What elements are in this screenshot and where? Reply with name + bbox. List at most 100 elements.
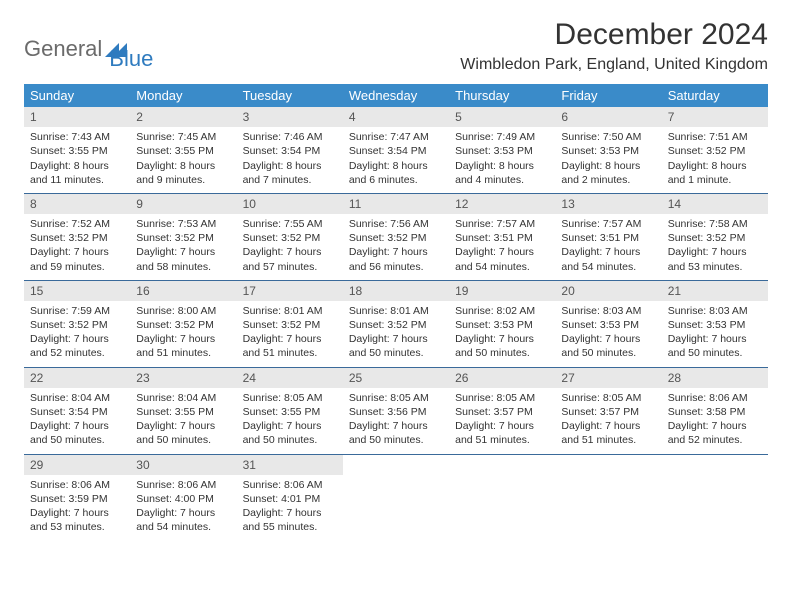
day-content: Sunrise: 8:06 AMSunset: 3:59 PMDaylight:…: [24, 475, 130, 541]
logo: General Blue: [24, 26, 153, 72]
day-content: Sunrise: 8:03 AMSunset: 3:53 PMDaylight:…: [662, 301, 768, 367]
month-title: December 2024: [460, 18, 768, 52]
day-number: 28: [662, 368, 768, 388]
sunset-text: Sunset: 3:52 PM: [349, 231, 443, 245]
day-cell: 22Sunrise: 8:04 AMSunset: 3:54 PMDayligh…: [24, 368, 130, 454]
daylight-text: Daylight: 7 hours and 50 minutes.: [561, 332, 655, 360]
sunrise-text: Sunrise: 7:49 AM: [455, 130, 549, 144]
day-content: Sunrise: 8:01 AMSunset: 3:52 PMDaylight:…: [237, 301, 343, 367]
sunrise-text: Sunrise: 7:59 AM: [30, 304, 124, 318]
day-content: Sunrise: 7:45 AMSunset: 3:55 PMDaylight:…: [130, 127, 236, 193]
sunrise-text: Sunrise: 7:46 AM: [243, 130, 337, 144]
day-number: 1: [24, 107, 130, 127]
daylight-text: Daylight: 7 hours and 50 minutes.: [455, 332, 549, 360]
sunset-text: Sunset: 3:57 PM: [455, 405, 549, 419]
sunset-text: Sunset: 3:52 PM: [668, 144, 762, 158]
sunset-text: Sunset: 3:52 PM: [30, 231, 124, 245]
day-content: Sunrise: 8:00 AMSunset: 3:52 PMDaylight:…: [130, 301, 236, 367]
day-number: 10: [237, 194, 343, 214]
daylight-text: Daylight: 8 hours and 9 minutes.: [136, 159, 230, 187]
sunrise-text: Sunrise: 8:03 AM: [668, 304, 762, 318]
sunset-text: Sunset: 3:54 PM: [243, 144, 337, 158]
day-cell: 23Sunrise: 8:04 AMSunset: 3:55 PMDayligh…: [130, 368, 236, 454]
day-cell: 8Sunrise: 7:52 AMSunset: 3:52 PMDaylight…: [24, 194, 130, 280]
sunrise-text: Sunrise: 7:52 AM: [30, 217, 124, 231]
sunrise-text: Sunrise: 7:50 AM: [561, 130, 655, 144]
day-number: 30: [130, 455, 236, 475]
sunrise-text: Sunrise: 8:05 AM: [349, 391, 443, 405]
daylight-text: Daylight: 7 hours and 56 minutes.: [349, 245, 443, 273]
day-number: 29: [24, 455, 130, 475]
day-content: Sunrise: 7:50 AMSunset: 3:53 PMDaylight:…: [555, 127, 661, 193]
day-cell: 10Sunrise: 7:55 AMSunset: 3:52 PMDayligh…: [237, 194, 343, 280]
day-cell: 15Sunrise: 7:59 AMSunset: 3:52 PMDayligh…: [24, 281, 130, 367]
day-cell: 7Sunrise: 7:51 AMSunset: 3:52 PMDaylight…: [662, 107, 768, 193]
day-content: Sunrise: 7:56 AMSunset: 3:52 PMDaylight:…: [343, 214, 449, 280]
week-row: 1Sunrise: 7:43 AMSunset: 3:55 PMDaylight…: [24, 107, 768, 194]
sunrise-text: Sunrise: 8:04 AM: [30, 391, 124, 405]
day-cell: 30Sunrise: 8:06 AMSunset: 4:00 PMDayligh…: [130, 455, 236, 541]
sunrise-text: Sunrise: 8:06 AM: [243, 478, 337, 492]
sunset-text: Sunset: 3:55 PM: [30, 144, 124, 158]
day-number: 21: [662, 281, 768, 301]
sunrise-text: Sunrise: 8:06 AM: [136, 478, 230, 492]
daylight-text: Daylight: 8 hours and 1 minute.: [668, 159, 762, 187]
header: General Blue December 2024 Wimbledon Par…: [24, 18, 768, 74]
daylight-text: Daylight: 7 hours and 53 minutes.: [30, 506, 124, 534]
daylight-text: Daylight: 8 hours and 7 minutes.: [243, 159, 337, 187]
sunrise-text: Sunrise: 8:03 AM: [561, 304, 655, 318]
day-cell: 28Sunrise: 8:06 AMSunset: 3:58 PMDayligh…: [662, 368, 768, 454]
sunrise-text: Sunrise: 8:01 AM: [243, 304, 337, 318]
day-content: Sunrise: 7:53 AMSunset: 3:52 PMDaylight:…: [130, 214, 236, 280]
sunrise-text: Sunrise: 7:45 AM: [136, 130, 230, 144]
daylight-text: Daylight: 7 hours and 53 minutes.: [668, 245, 762, 273]
day-number: 14: [662, 194, 768, 214]
day-content: Sunrise: 7:49 AMSunset: 3:53 PMDaylight:…: [449, 127, 555, 193]
sunrise-text: Sunrise: 8:02 AM: [455, 304, 549, 318]
daylight-text: Daylight: 7 hours and 50 minutes.: [349, 332, 443, 360]
daylight-text: Daylight: 7 hours and 51 minutes.: [455, 419, 549, 447]
sunset-text: Sunset: 3:56 PM: [349, 405, 443, 419]
day-cell: 24Sunrise: 8:05 AMSunset: 3:55 PMDayligh…: [237, 368, 343, 454]
daylight-text: Daylight: 7 hours and 54 minutes.: [455, 245, 549, 273]
day-number: 15: [24, 281, 130, 301]
daylight-text: Daylight: 8 hours and 4 minutes.: [455, 159, 549, 187]
daylight-text: Daylight: 7 hours and 52 minutes.: [30, 332, 124, 360]
title-block: December 2024 Wimbledon Park, England, U…: [460, 18, 768, 74]
day-cell: 31Sunrise: 8:06 AMSunset: 4:01 PMDayligh…: [237, 455, 343, 541]
day-cell: 1Sunrise: 7:43 AMSunset: 3:55 PMDaylight…: [24, 107, 130, 193]
sunset-text: Sunset: 3:52 PM: [136, 318, 230, 332]
day-number: 13: [555, 194, 661, 214]
sunset-text: Sunset: 3:51 PM: [561, 231, 655, 245]
sunrise-text: Sunrise: 7:57 AM: [561, 217, 655, 231]
day-cell: 27Sunrise: 8:05 AMSunset: 3:57 PMDayligh…: [555, 368, 661, 454]
daylight-text: Daylight: 7 hours and 50 minutes.: [136, 419, 230, 447]
day-cell: 25Sunrise: 8:05 AMSunset: 3:56 PMDayligh…: [343, 368, 449, 454]
calendar: Sunday Monday Tuesday Wednesday Thursday…: [24, 84, 768, 540]
day-number: 18: [343, 281, 449, 301]
day-content: Sunrise: 7:43 AMSunset: 3:55 PMDaylight:…: [24, 127, 130, 193]
daylight-text: Daylight: 7 hours and 50 minutes.: [30, 419, 124, 447]
week-row: 15Sunrise: 7:59 AMSunset: 3:52 PMDayligh…: [24, 281, 768, 368]
day-content: Sunrise: 8:05 AMSunset: 3:57 PMDaylight:…: [449, 388, 555, 454]
day-cell: 2Sunrise: 7:45 AMSunset: 3:55 PMDaylight…: [130, 107, 236, 193]
sunrise-text: Sunrise: 7:47 AM: [349, 130, 443, 144]
daylight-text: Daylight: 7 hours and 51 minutes.: [243, 332, 337, 360]
day-content: Sunrise: 7:57 AMSunset: 3:51 PMDaylight:…: [555, 214, 661, 280]
sunset-text: Sunset: 3:59 PM: [30, 492, 124, 506]
day-cell: [449, 455, 555, 541]
sunrise-text: Sunrise: 7:56 AM: [349, 217, 443, 231]
day-content: Sunrise: 8:02 AMSunset: 3:53 PMDaylight:…: [449, 301, 555, 367]
day-content: Sunrise: 7:57 AMSunset: 3:51 PMDaylight:…: [449, 214, 555, 280]
day-cell: [555, 455, 661, 541]
daylight-text: Daylight: 7 hours and 52 minutes.: [668, 419, 762, 447]
day-cell: 20Sunrise: 8:03 AMSunset: 3:53 PMDayligh…: [555, 281, 661, 367]
day-number: 4: [343, 107, 449, 127]
daylight-text: Daylight: 7 hours and 51 minutes.: [561, 419, 655, 447]
day-number: 7: [662, 107, 768, 127]
day-number: 23: [130, 368, 236, 388]
sunset-text: Sunset: 3:58 PM: [668, 405, 762, 419]
day-content: Sunrise: 7:58 AMSunset: 3:52 PMDaylight:…: [662, 214, 768, 280]
sunrise-text: Sunrise: 8:06 AM: [30, 478, 124, 492]
daylight-text: Daylight: 7 hours and 51 minutes.: [136, 332, 230, 360]
